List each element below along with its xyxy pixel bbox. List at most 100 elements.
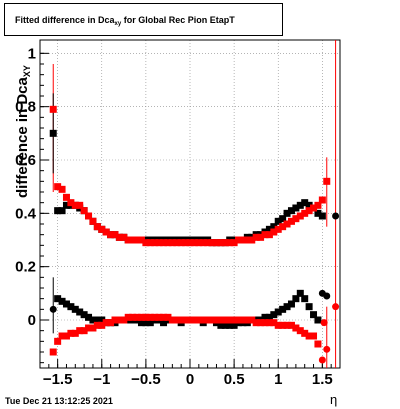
red-point [199, 316, 207, 324]
red-point [155, 239, 163, 247]
black-point [98, 316, 106, 324]
red-point [301, 209, 309, 217]
red-point [85, 212, 93, 220]
y-tick-label: 0.6 [15, 152, 36, 169]
red-point [274, 225, 282, 233]
red-point [287, 321, 295, 329]
red-point [235, 236, 243, 244]
black-point [270, 311, 278, 319]
black-point [221, 321, 229, 329]
x-tick-label: −1 [93, 371, 110, 388]
red-point [279, 223, 287, 231]
red-point [98, 225, 106, 233]
red-point [221, 239, 229, 247]
red-point [160, 313, 168, 321]
x-tick-label: 1.5 [312, 371, 333, 388]
x-axis-label: η [330, 392, 338, 407]
red-point [239, 236, 247, 244]
red-point [107, 231, 115, 239]
red-point [129, 236, 137, 244]
red-point [89, 324, 97, 332]
black-point [261, 313, 269, 321]
red-point [58, 332, 66, 340]
red-point [199, 239, 207, 247]
black-point [301, 295, 309, 303]
black-point [54, 295, 62, 303]
red-point [177, 316, 185, 324]
red-point [160, 239, 168, 247]
red-point [80, 207, 88, 215]
red-point [305, 207, 313, 215]
black-point [279, 305, 287, 313]
black-point [142, 319, 150, 327]
black-point [292, 204, 300, 212]
black-point [296, 201, 304, 209]
black-point [93, 316, 101, 324]
red-point [49, 348, 57, 356]
red-point [296, 212, 304, 220]
red-point [155, 313, 163, 321]
red-point [301, 329, 309, 337]
red-point [243, 316, 251, 324]
red-point [89, 217, 97, 225]
red-point [261, 231, 269, 239]
red-point [186, 316, 194, 324]
red-point [182, 239, 190, 247]
black-point [265, 225, 273, 233]
red-point [62, 193, 70, 201]
black-point [305, 303, 313, 311]
red-point [76, 327, 84, 335]
red-point [142, 239, 150, 247]
red-point [208, 316, 216, 324]
red-point [243, 236, 251, 244]
red-point [98, 321, 106, 329]
red-point [283, 321, 291, 329]
red-point [54, 183, 62, 191]
red-point [173, 316, 181, 324]
black-point [49, 129, 57, 137]
red-point [124, 313, 132, 321]
red-point [221, 316, 229, 324]
red-point [164, 239, 172, 247]
black-point [146, 319, 154, 327]
x-tick-label: −0.5 [131, 371, 161, 388]
black-point [85, 313, 93, 321]
title-prefix: Fitted difference in Dca [15, 15, 115, 25]
red-point [67, 329, 75, 337]
x-tick-label: −1.5 [43, 371, 73, 388]
red-point [102, 228, 110, 236]
red-point [318, 356, 326, 364]
grid [40, 40, 340, 368]
red-point [111, 231, 119, 239]
red-point [204, 316, 212, 324]
red-point [151, 239, 159, 247]
black-point [332, 212, 340, 220]
red-point [305, 332, 313, 340]
x-tick-label: 0 [186, 371, 194, 388]
black-point [76, 308, 84, 316]
y-tick-label: 1 [28, 45, 36, 62]
black-point [71, 305, 79, 313]
red-point [186, 239, 194, 247]
red-point [133, 313, 141, 321]
axes [39, 39, 341, 369]
red-point [323, 177, 331, 185]
red-point [168, 239, 176, 247]
y-tick-label: 0.4 [15, 205, 37, 222]
red-point [212, 239, 220, 247]
red-point [195, 239, 203, 247]
red-point [76, 201, 84, 209]
red-point [137, 313, 145, 321]
ylabel-text: difference in Dca [14, 77, 31, 198]
black-point [89, 316, 97, 324]
y-tick-label: 0 [28, 312, 36, 329]
black-point [318, 212, 326, 220]
red-point [265, 319, 273, 327]
black-point [274, 308, 282, 316]
x-tick-label: 0.5 [224, 371, 245, 388]
red-point [67, 199, 75, 207]
black-point [310, 311, 318, 319]
red-point [85, 324, 93, 332]
black-point [287, 207, 295, 215]
black-point [217, 321, 225, 329]
